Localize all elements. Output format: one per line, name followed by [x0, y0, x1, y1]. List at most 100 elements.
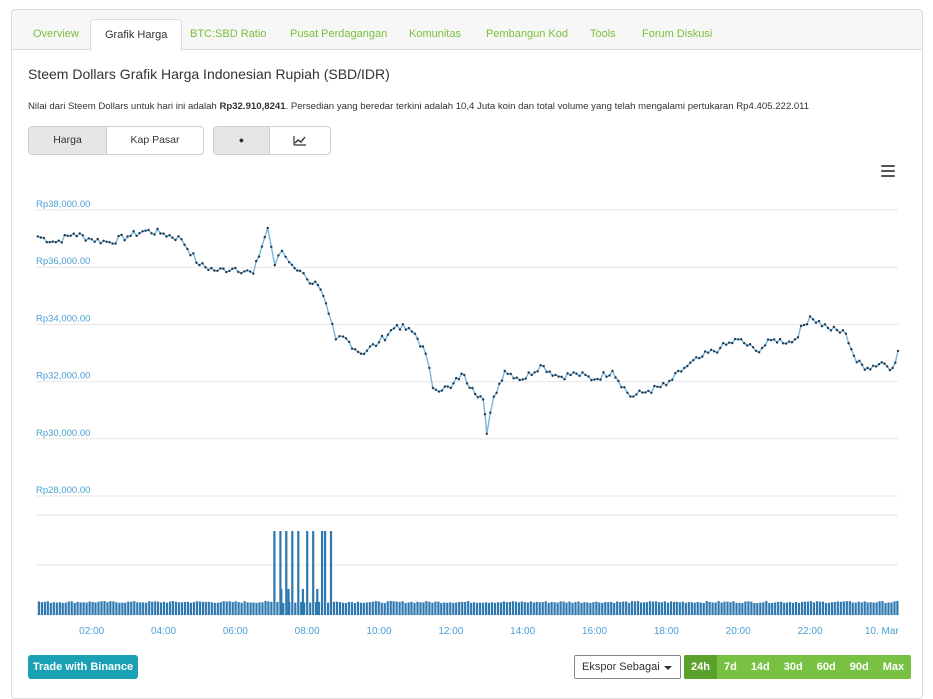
volume-bar: [568, 601, 571, 615]
volume-bar: [801, 601, 804, 615]
tab-grafik-harga[interactable]: Grafik Harga: [90, 19, 183, 51]
volume-bar: [586, 602, 589, 615]
line-chart-icon: [293, 136, 306, 146]
range-90d[interactable]: 90d: [849, 661, 869, 673]
dot-style-button[interactable]: ●: [214, 127, 269, 154]
volume-bar: [848, 601, 851, 615]
price-point: [638, 389, 641, 392]
volume-bar: [893, 601, 896, 615]
volume-bar: [663, 601, 666, 615]
volume-bar: [37, 601, 40, 615]
price-point: [880, 361, 883, 364]
price-point: [869, 368, 872, 371]
price-point: [524, 377, 527, 380]
volume-bar: [672, 601, 675, 615]
price-point: [347, 340, 351, 344]
price-point: [754, 349, 758, 353]
price-point: [129, 234, 132, 238]
tab-pusat-perdagangan[interactable]: Pusat Perdagangan: [290, 28, 388, 40]
volume-bar: [887, 602, 890, 615]
price-point: [620, 386, 623, 389]
harga-button[interactable]: Harga: [29, 127, 106, 154]
price-point: [174, 238, 177, 242]
price-point: [389, 329, 393, 332]
tab-overview[interactable]: Overview: [33, 28, 79, 40]
trade-with-binance-button[interactable]: Trade with Binance: [28, 655, 138, 679]
volume-bar: [535, 601, 538, 615]
volume-bar: [228, 601, 231, 615]
volume-bar: [520, 601, 523, 615]
price-point: [746, 344, 749, 347]
volume-bar: [634, 601, 637, 615]
price-point: [216, 269, 219, 272]
price-point: [392, 327, 396, 330]
tab-pembangun-kod[interactable]: Pembangun Kod: [486, 28, 568, 40]
kap-pasar-button[interactable]: Kap Pasar: [106, 127, 203, 154]
volume-bar: [106, 602, 109, 615]
price-point: [78, 232, 81, 235]
volume-bar: [723, 601, 726, 615]
price-point: [605, 375, 608, 378]
price-point: [866, 366, 869, 370]
range-max[interactable]: Max: [882, 661, 905, 673]
volume-bar: [651, 601, 655, 615]
volume-bar: [452, 602, 455, 615]
volume-bar: [267, 601, 270, 615]
volume-bar: [896, 601, 899, 615]
price-point: [569, 373, 572, 377]
range-30d[interactable]: 30d: [783, 661, 803, 673]
price-point: [440, 389, 444, 392]
volume-bar: [154, 601, 157, 615]
volume-bar: [136, 602, 139, 615]
price-point: [177, 235, 180, 238]
tab-forum-diskusi[interactable]: Forum Diskusi: [642, 28, 713, 40]
hamburger-menu-icon[interactable]: [881, 165, 895, 177]
tab-tools[interactable]: Tools: [590, 28, 616, 40]
price-point: [308, 282, 312, 285]
volume-bar: [565, 602, 568, 615]
volume-bar: [353, 603, 356, 615]
price-point: [680, 370, 683, 373]
volume-bar: [279, 531, 282, 615]
price-point: [548, 370, 551, 373]
range-7d[interactable]: 7d: [723, 661, 737, 673]
tab-komunitas[interactable]: Komunitas: [409, 28, 461, 40]
volume-bar: [499, 602, 503, 615]
volume-bar: [881, 601, 884, 615]
volume-bar: [592, 602, 595, 615]
volume-bar: [660, 602, 663, 615]
price-point: [760, 346, 764, 350]
price-point: [888, 368, 892, 372]
volume-bar: [714, 602, 717, 615]
range-24h[interactable]: 24h: [684, 655, 717, 679]
tab-btc-sbd-ratio[interactable]: BTC:SBD Ratio: [190, 28, 267, 40]
range-14d[interactable]: 14d: [750, 661, 770, 673]
volume-bar: [386, 601, 389, 615]
price-point: [468, 386, 471, 390]
volume-bar: [550, 602, 553, 615]
export-dropdown[interactable]: Ekspor Sebagai: [574, 655, 681, 679]
price-point: [302, 272, 305, 275]
price-point: [476, 396, 479, 399]
volume-bar: [514, 601, 517, 615]
price-point: [498, 382, 501, 385]
volume-bar: [112, 601, 115, 615]
price-point: [874, 365, 878, 368]
price-point: [270, 245, 273, 249]
line-style-button[interactable]: [269, 127, 330, 154]
volume-bar: [631, 601, 634, 615]
volume-bar: [830, 602, 833, 615]
volume-bar: [744, 601, 747, 615]
price-point: [298, 269, 302, 272]
volume-bar: [335, 601, 339, 615]
volume-bar: [261, 602, 264, 615]
range-60d[interactable]: 60d: [816, 661, 836, 673]
volume-bar: [857, 601, 860, 615]
volume-bar: [610, 601, 613, 615]
price-point: [114, 242, 117, 245]
price-point: [398, 328, 402, 331]
price-point: [201, 262, 204, 265]
price-point: [743, 342, 746, 345]
volume-bar: [374, 601, 377, 615]
volume-bar: [458, 602, 461, 615]
